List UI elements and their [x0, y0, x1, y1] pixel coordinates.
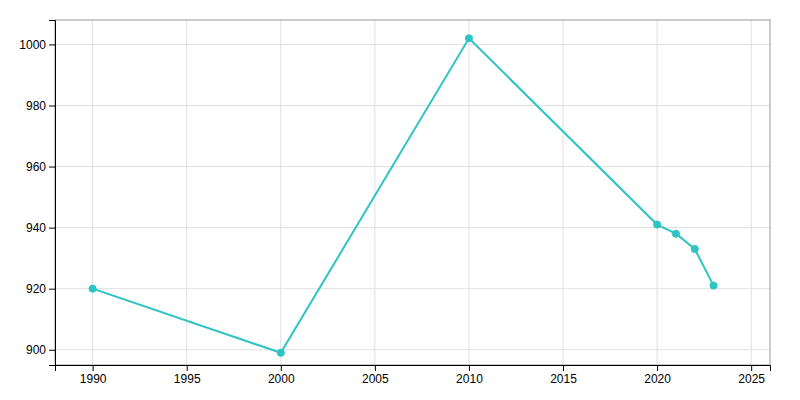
x-tick: 2015: [550, 365, 577, 386]
y-tick-mark: [49, 167, 55, 168]
point: [672, 230, 679, 237]
y-tick-mark: [49, 289, 55, 290]
x-tick-label: 2010: [456, 372, 483, 386]
y-tick-label: 940: [26, 221, 46, 235]
x-tick: 1995: [174, 365, 201, 386]
x-tick: 2005: [362, 365, 389, 386]
y-tick-mark: [49, 105, 55, 106]
grid-line-x: [751, 20, 752, 365]
plot-frame: [55, 20, 770, 365]
point: [710, 282, 717, 289]
x-tick-label: 2015: [550, 372, 577, 386]
grid-line-y: [55, 44, 770, 45]
grid-line-y: [55, 105, 770, 106]
x-tick-mark: [375, 365, 376, 371]
chart: 1990 1995 2000 2005 2010 2015 2020 2025 900 920 94…: [0, 0, 800, 400]
line: [93, 38, 714, 352]
y-axis-line: [49, 21, 56, 366]
y-tick-label: 960: [26, 160, 46, 174]
point: [654, 221, 661, 228]
x-tick: 2000: [268, 365, 295, 386]
point: [465, 35, 472, 42]
grid-line-x: [374, 20, 375, 365]
x-tick-mark: [281, 365, 282, 371]
x-tick-label: 2025: [738, 372, 765, 386]
x-tick-mark: [187, 365, 188, 371]
x-tick: 1990: [80, 365, 107, 386]
x-axis: 1990 1995 2000 2005 2010 2015 2020 2025: [56, 365, 771, 386]
grid-line-x: [563, 20, 564, 365]
marks: [89, 35, 717, 357]
plot: 1990 1995 2000 2005 2010 2015 2020 2025 900 920 94…: [19, 20, 770, 386]
y-tick: 920: [26, 282, 55, 296]
y-tick: 940: [26, 221, 55, 235]
y-tick-label: 900: [26, 343, 46, 357]
y-tick-label: 1000: [19, 38, 46, 52]
point: [89, 285, 96, 292]
x-tick-label: 2000: [268, 372, 295, 386]
x-tick: 2020: [644, 365, 671, 386]
x-tick-mark: [93, 365, 94, 371]
y-tick: 900: [26, 343, 55, 357]
grid: [55, 20, 770, 365]
x-tick-mark: [563, 365, 564, 371]
grid-line-x: [186, 20, 187, 365]
grid-line-y: [55, 166, 770, 167]
grid-line-x: [468, 20, 469, 365]
point: [691, 245, 698, 252]
y-tick: 1000: [19, 38, 55, 52]
grid-line-y: [55, 288, 770, 289]
x-tick-label: 2005: [362, 372, 389, 386]
y-axis: 900 920 940 960 980 1000: [19, 21, 55, 366]
y-tick-label: 920: [26, 282, 46, 296]
y-tick-mark: [49, 350, 55, 351]
x-tick: 2025: [738, 365, 765, 386]
x-axis-line: [56, 366, 771, 372]
x-tick-label: 2020: [644, 372, 671, 386]
grid-line-y: [55, 349, 770, 350]
y-tick-mark: [49, 44, 55, 45]
x-tick-mark: [657, 365, 658, 371]
x-tick: 2010: [456, 365, 483, 386]
x-tick-label: 1995: [174, 372, 201, 386]
y-tick: 980: [26, 99, 55, 113]
y-tick-label: 980: [26, 99, 46, 113]
y-tick-mark: [49, 228, 55, 229]
y-tick: 960: [26, 160, 55, 174]
grid-line-x: [280, 20, 281, 365]
point: [277, 349, 284, 356]
x-tick-label: 1990: [80, 372, 107, 386]
grid-line-x: [92, 20, 93, 365]
grid-line-x: [657, 20, 658, 365]
x-tick-mark: [751, 365, 752, 371]
x-tick-mark: [469, 365, 470, 371]
